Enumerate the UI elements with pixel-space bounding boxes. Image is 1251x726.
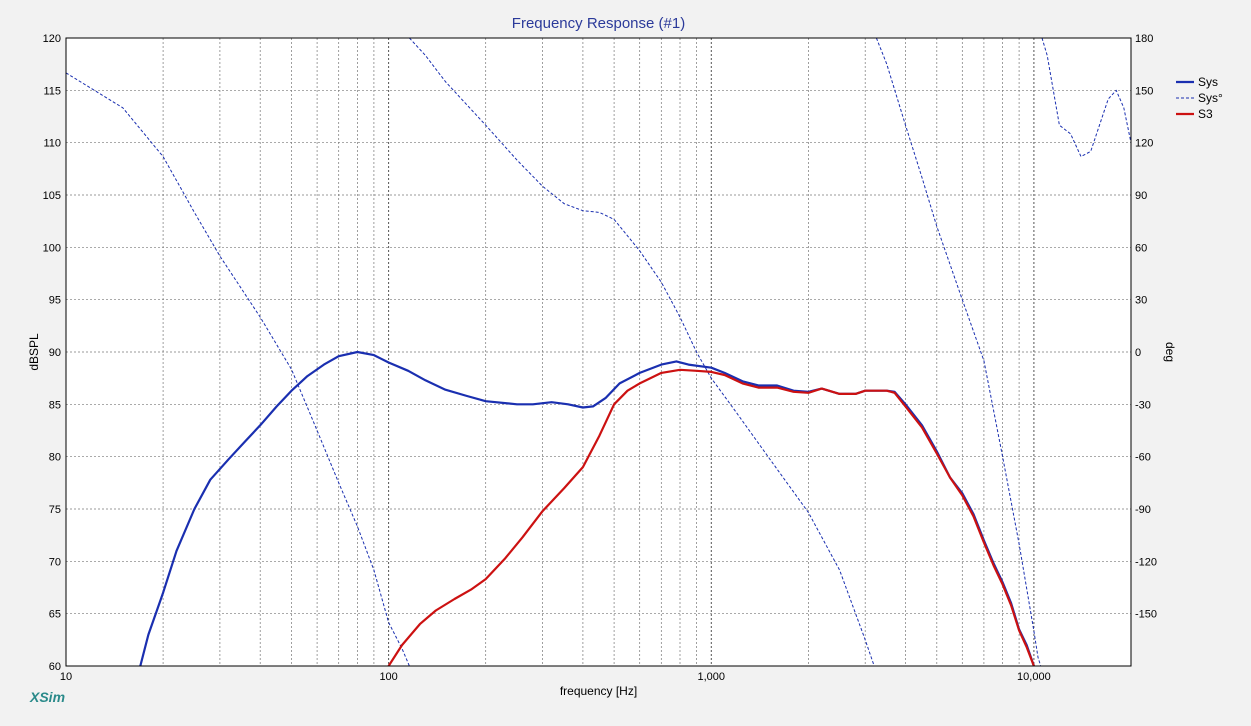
series-layer — [66, 38, 1131, 666]
series-line-2 — [66, 38, 1131, 666]
y2-tick-label: -90 — [1135, 504, 1151, 516]
plot-border — [65, 37, 1132, 667]
y-tick-label: 75 — [49, 504, 61, 516]
y2-tick-label: 150 — [1135, 85, 1153, 97]
y2-tick-labels: 180 150 120 90 60 30 0 -30 -60 -90 -120 -150 — [1135, 33, 1157, 621]
legend: Sys Sys° S3 — [1176, 75, 1223, 121]
legend-label: S3 — [1198, 107, 1213, 121]
y2-axis-label: deg — [1163, 342, 1177, 362]
y-tick-label: 105 — [43, 190, 61, 202]
xsim-watermark: XSim — [29, 689, 65, 705]
y2-tick-label: -30 — [1135, 399, 1151, 411]
y-tick-label: 115 — [43, 85, 61, 97]
y2-tick-label: 180 — [1135, 33, 1153, 45]
y-axis-label: dBSPL — [27, 333, 41, 371]
y2-tick-label: -150 — [1135, 609, 1157, 621]
y2-tick-label: 0 — [1135, 347, 1141, 359]
y-tick-labels: 60 65 70 75 80 85 90 95 100 105 110 115 120 — [43, 33, 61, 673]
y-tick-label: 70 — [49, 556, 61, 568]
y-tick-label: 85 — [49, 399, 61, 411]
y-tick-label: 95 — [49, 295, 61, 307]
y-tick-label: 90 — [49, 347, 61, 359]
y-tick-label: 65 — [49, 609, 61, 621]
y2-tick-label: -120 — [1135, 556, 1157, 568]
x-tick-label: 100 — [379, 671, 397, 683]
legend-label: Sys — [1198, 75, 1218, 89]
y2-tick-label: -60 — [1135, 452, 1151, 464]
y-tick-label: 110 — [43, 138, 61, 150]
y2-tick-label: 30 — [1135, 295, 1147, 307]
x-tick-label: 1,000 — [697, 671, 725, 683]
legend-label: Sys° — [1198, 91, 1223, 105]
y-tick-label: 120 — [43, 33, 61, 45]
y2-tick-label: 60 — [1135, 242, 1147, 254]
chart-title: Frequency Response (#1) — [512, 15, 685, 32]
y2-tick-label: 90 — [1135, 190, 1147, 202]
x-tick-label: 10 — [60, 671, 72, 683]
series-line-3 — [387, 368, 1035, 666]
y-tick-label: 80 — [49, 452, 61, 464]
x-tick-label: 10,000 — [1017, 671, 1051, 683]
y2-tick-label: 120 — [1135, 138, 1153, 150]
x-tick-labels: 10 100 1,000 10,000 — [60, 671, 1051, 683]
x-axis-label: frequency [Hz] — [560, 684, 637, 698]
y-tick-label: 100 — [43, 242, 61, 254]
y-tick-label: 60 — [49, 661, 61, 673]
grid-lines — [66, 38, 1131, 666]
